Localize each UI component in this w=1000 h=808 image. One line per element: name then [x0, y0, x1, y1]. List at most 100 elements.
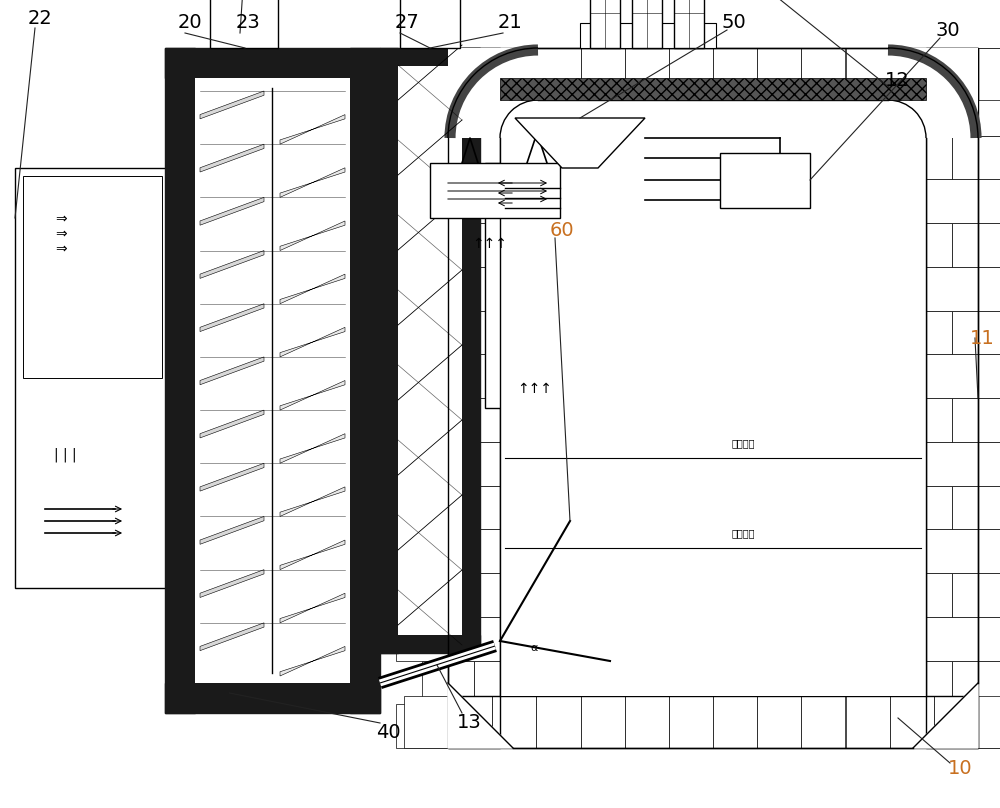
Bar [625, 696, 669, 748]
Polygon shape [200, 623, 264, 650]
Bar [801, 696, 845, 748]
Bar [422, 48, 474, 92]
Bar [526, 660, 578, 705]
Bar [926, 179, 978, 223]
Bar [890, 48, 934, 100]
Bar [448, 48, 492, 100]
Bar [448, 696, 978, 748]
Polygon shape [200, 91, 264, 119]
Bar [526, 48, 578, 92]
Bar [500, 354, 552, 398]
Bar [165, 48, 195, 713]
Polygon shape [280, 115, 345, 144]
Bar [874, 617, 926, 660]
Polygon shape [280, 327, 345, 357]
Bar [396, 179, 448, 223]
Bar [580, 696, 625, 748]
Bar [474, 660, 526, 705]
Bar [926, 705, 978, 748]
Bar [462, 48, 480, 653]
Bar [890, 696, 934, 748]
Bar [926, 529, 978, 573]
Bar [669, 696, 713, 748]
Bar [926, 92, 978, 136]
Bar [952, 310, 1000, 354]
Bar [396, 354, 448, 398]
Bar [380, 48, 398, 653]
Bar [952, 573, 1000, 617]
Bar [978, 92, 1000, 136]
Bar [448, 617, 500, 660]
Bar [422, 310, 474, 354]
Bar [952, 398, 1000, 442]
Bar [396, 442, 448, 486]
Bar [422, 486, 474, 529]
Bar [846, 48, 890, 100]
Polygon shape [200, 357, 264, 385]
Bar [422, 398, 474, 442]
Text: ⇒: ⇒ [55, 212, 67, 226]
Bar [448, 179, 500, 223]
Bar [900, 398, 952, 442]
Bar [474, 136, 526, 179]
Bar [874, 529, 926, 573]
Polygon shape [200, 463, 264, 491]
Bar [474, 223, 526, 267]
Bar [900, 136, 952, 179]
Bar [720, 153, 810, 208]
Bar [396, 267, 448, 310]
Bar [500, 92, 552, 136]
Bar [874, 442, 926, 486]
Bar [474, 310, 526, 354]
Text: 23: 23 [236, 14, 260, 32]
Bar [888, 48, 978, 138]
Bar [448, 48, 978, 100]
Bar [874, 705, 926, 748]
Bar [900, 48, 952, 92]
Text: 40: 40 [376, 723, 400, 743]
Text: ↑↑↑: ↑↑↑ [473, 237, 507, 251]
Bar [926, 354, 978, 398]
Text: ↑↑↑: ↑↑↑ [518, 382, 552, 396]
Bar [380, 635, 480, 653]
Bar [713, 48, 757, 100]
Bar [757, 696, 801, 748]
Text: | | |: | | | [54, 447, 76, 461]
Bar [900, 223, 952, 267]
Polygon shape [200, 197, 264, 225]
Bar [165, 48, 380, 78]
Bar [448, 442, 500, 486]
Bar [430, 163, 560, 218]
Bar [474, 486, 526, 529]
Bar [396, 705, 448, 748]
Bar [978, 179, 1000, 223]
Bar [978, 48, 1000, 100]
Bar [900, 310, 952, 354]
Bar [500, 442, 552, 486]
Polygon shape [280, 593, 345, 623]
Bar [474, 48, 526, 92]
Bar [474, 573, 526, 617]
Bar [400, 0, 460, 48]
Bar [926, 267, 978, 310]
Text: 21: 21 [498, 14, 522, 32]
Polygon shape [280, 540, 345, 570]
Bar [398, 66, 462, 635]
Bar [485, 163, 590, 408]
Polygon shape [200, 570, 264, 597]
Bar [500, 705, 552, 748]
Text: 20: 20 [178, 14, 202, 32]
Bar [926, 48, 978, 748]
Text: ⇒: ⇒ [55, 227, 67, 241]
Polygon shape [280, 274, 345, 304]
Bar [874, 92, 926, 136]
Bar [978, 442, 1000, 486]
Bar [396, 617, 448, 660]
Text: 保留液位: 保留液位 [731, 528, 755, 538]
Bar [874, 267, 926, 310]
Bar [801, 48, 845, 100]
Polygon shape [280, 168, 345, 197]
Bar [900, 486, 952, 529]
Bar [874, 179, 926, 223]
Bar [448, 705, 500, 748]
